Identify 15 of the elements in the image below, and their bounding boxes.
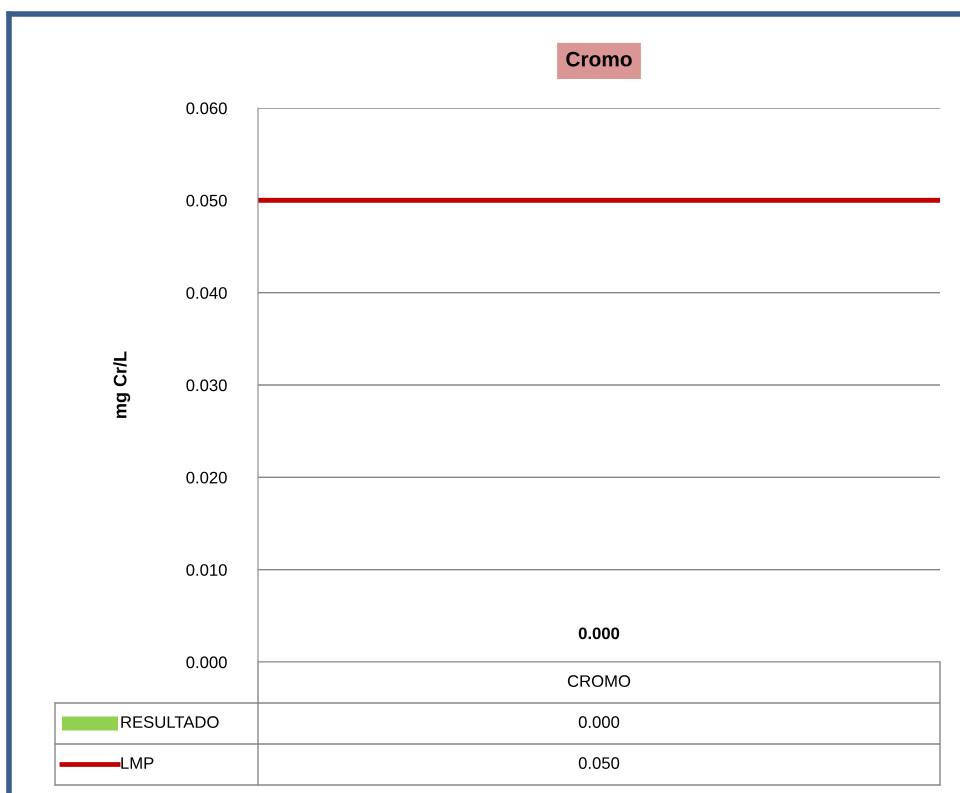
text: 0.000 <box>578 716 620 728</box>
y-tick-label: 0.030 <box>186 379 227 392</box>
y-tick-label: 0.000 <box>186 656 227 668</box>
y-tick-label: 0.060 <box>186 102 227 114</box>
y-axis-title: mg Cr/L <box>113 351 130 418</box>
chart-title: Cromo <box>566 52 632 67</box>
x-tick-label: CROMO <box>568 675 630 687</box>
y-tick-label: 0.040 <box>186 287 227 299</box>
data-label: 0.000 <box>578 627 620 640</box>
y-tick-label: 0.020 <box>186 472 227 484</box>
y-tick-label: 0.010 <box>186 564 227 576</box>
legend-label: LMP <box>121 757 154 769</box>
y-tick-label: 0.050 <box>186 194 227 207</box>
text: 0.050 <box>578 757 620 769</box>
legend-label: RESULTADO <box>121 716 219 728</box>
